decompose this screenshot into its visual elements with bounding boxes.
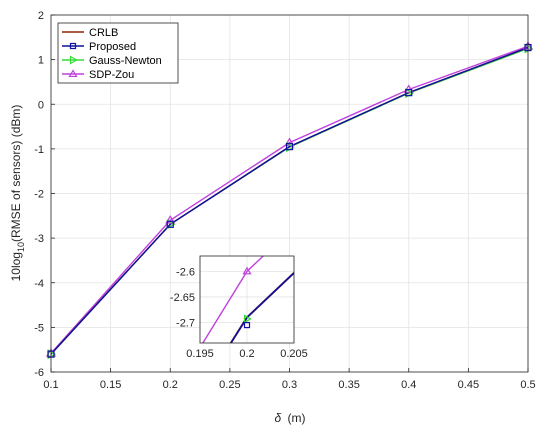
x-axis-symbol: δ [274,411,281,425]
data-point-proposed [405,89,413,97]
y-axis-subscript: 10 [16,242,26,252]
legend-label-gauss-newton: Gauss-Newton [89,55,162,67]
legend-label-proposed: Proposed [89,41,136,53]
inset-marker-gauss-newton [243,314,252,324]
y-tick-label: -1 [34,144,44,156]
legend-marker-gauss-newton [69,55,78,65]
inset-x-tick-label: 0.205 [280,348,308,360]
x-tick-label: 0.3 [282,379,297,391]
inset-y-ticks: -2.6 -2.65 -2.7 [170,266,195,329]
series-line-sdp-zou [50,45,529,354]
inset-markers [242,266,252,329]
legend-marker-sdp-zou [68,69,78,78]
legend: CRLB Proposed Gauss-Newton SDP-Zou [57,22,179,84]
data-point-sdp-zou [165,215,176,224]
data-point-proposed [285,143,294,151]
legend-label-sdp-zou: SDP-Zou [89,69,134,81]
y-tick-label: -4 [34,278,44,290]
y-tick-label: -6 [34,367,44,379]
y-axis-suffix: (RMSE of sensors) (dBm) [9,105,23,242]
y-tick-label: -2 [34,189,44,201]
inset-x-ticks: 0.195 0.2 0.205 [186,348,308,360]
x-axis-unit: (m) [288,411,306,425]
x-axis-ticks: 0.1 0.15 0.2 0.25 0.3 0.35 0.4 0.45 0.5 [43,368,536,391]
inset-x-tick-label: 0.2 [239,348,254,360]
inset-frame [199,255,295,344]
inset-y-tick-label: -2.65 [170,292,195,304]
y-tick-label: 1 [38,55,44,67]
x-axis-label: δ (m) [274,411,305,425]
legend-box [57,22,179,84]
x-tick-label: 0.4 [401,379,416,391]
y-tick-label: -3 [34,233,44,245]
legend-label-crlb: CRLB [89,27,118,39]
inset-x-tick-label: 0.195 [186,348,214,360]
x-tick-label: 0.25 [219,379,240,391]
y-tick-label: 0 [38,99,44,111]
inset-y-tick-label: -2.7 [176,318,195,330]
y-axis-prefix: 10log [9,252,23,281]
inset-y-tick-label: -2.6 [176,266,195,278]
x-tick-label: 0.5 [520,379,535,391]
x-tick-label: 0.15 [100,379,121,391]
inset-zoom-plot: 0.195 0.2 0.205 -2.6 -2.65 -2.7 [170,255,308,360]
y-axis-ticks: -6 -5 -4 -3 -2 -1 0 1 2 [34,10,55,379]
inset-line-sdp-zou [202,256,265,343]
y-tick-label: 2 [38,10,44,22]
legend-marker-proposed [69,42,77,50]
y-tick-label: -5 [34,322,44,334]
x-tick-label: 0.35 [338,379,359,391]
series-line-proposed [50,46,529,355]
inset-marker-sdp-zou [242,266,252,275]
inset-marker-proposed [243,321,251,329]
x-tick-label: 0.1 [43,379,58,391]
y-axis-label: 10log10(RMSE of sensors) (dBm) [9,105,26,282]
x-tick-label: 0.45 [458,379,479,391]
x-tick-label: 0.2 [163,379,178,391]
data-point-proposed [166,220,174,228]
series-lines [50,45,529,355]
